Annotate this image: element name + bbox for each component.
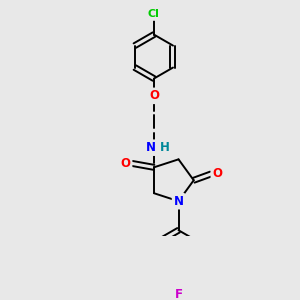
Text: Cl: Cl <box>148 9 160 19</box>
Text: H: H <box>160 141 170 154</box>
Text: F: F <box>175 288 182 300</box>
Text: O: O <box>212 167 222 181</box>
Text: N: N <box>146 141 156 154</box>
Text: N: N <box>173 195 184 208</box>
Text: O: O <box>149 89 159 102</box>
Text: O: O <box>121 157 130 170</box>
